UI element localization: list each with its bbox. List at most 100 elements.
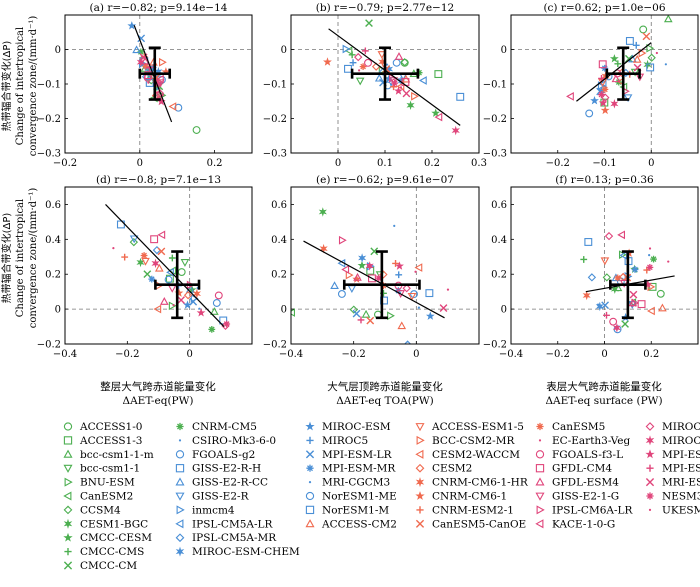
legend-label: CSIRO-Mk3-6-0 [192, 435, 276, 447]
point-csiro-mk3-6-0 [393, 224, 396, 228]
legend-label: MRI-CGCM3 [322, 477, 390, 489]
point-ipsl-cm5a-mr [587, 273, 597, 282]
point-noresm1-m [425, 289, 434, 298]
point-fgoals-f3-l [609, 317, 618, 326]
y-tick-label: 0 [281, 45, 287, 56]
point-cnrm-cm6-1-hr [582, 290, 591, 301]
point-canesm5 [142, 62, 150, 70]
legend-label: CESM1-BGC [80, 518, 148, 530]
legend-item: CMCC-CESM [63, 532, 152, 544]
legend-label: NESM3 [662, 491, 700, 503]
point-gfdl-cm4 [150, 235, 159, 244]
xlabel-en: ΔAET-eq surface (PW) [545, 395, 662, 407]
point-miroc-es2l [354, 52, 363, 62]
point-miroc-esm-chem [595, 301, 604, 312]
y-tick-label: −0.3 [483, 149, 507, 160]
point-ec-earth3-veg [112, 246, 115, 250]
legend-label: CanESM5 [552, 421, 605, 433]
point-ukesm1-0-ll [655, 51, 658, 55]
point-ukesm1-0-ll [667, 260, 670, 263]
legend-marker-x [415, 519, 425, 528]
ylabel-line-1: 热带辐合带变化(ΔP) [0, 41, 13, 132]
legend-marker-star5 [645, 449, 655, 459]
legend-marker-star5 [305, 421, 315, 431]
point-access-cm2 [154, 263, 164, 272]
point-bcc-csm2-mr [345, 270, 354, 280]
legend-marker-asterisk [306, 464, 314, 472]
y-tick-label: 0.2 [491, 270, 507, 281]
legend-label: CCSM4 [80, 504, 121, 516]
legend-marker-triangle-up [535, 477, 545, 486]
x-tick-label: 0.1 [377, 158, 393, 169]
point-mpi-esm1-2-hr [395, 261, 404, 270]
point-cnrm-esm2-1 [392, 260, 399, 267]
point-cesm2-waccm [168, 102, 177, 111]
point-fgoals-f3-l [364, 58, 372, 67]
legend-item: MPI-ESM-LR [305, 449, 393, 461]
legend-item: MIROC-ESM [305, 421, 391, 433]
point-gfdl-esm4 [394, 52, 404, 60]
legend-item: CESM2-WACCM [415, 449, 520, 461]
legend-item: GISS-E2-R-H [175, 463, 261, 475]
point-ccsm4 [129, 237, 139, 247]
point-access1-0 [656, 289, 665, 298]
x-tick-label: −0.2 [546, 158, 570, 169]
point-miroc6 [612, 323, 621, 333]
x-tick-label: 0.2 [643, 349, 659, 360]
point-ipsl-cm5a-lr [418, 76, 427, 85]
legend-label: MIROC6 [662, 435, 700, 447]
legend-label: UKESM1-0-LL [662, 504, 700, 516]
y-tick-label: 0 [501, 45, 507, 56]
legend-item: NESM3 [646, 491, 700, 503]
point-cnrm-cm6-1 [323, 57, 332, 66]
legend-label: IPSL-CM5A-MR [192, 532, 277, 544]
legend-item: ACCESS1-0 [63, 421, 142, 433]
point-giss-e2-r [129, 235, 139, 244]
legend-label: NorESM1-M [322, 504, 389, 516]
scatter-points [566, 15, 673, 118]
point-access1-3 [165, 274, 174, 283]
point-cmcc-cms [614, 60, 622, 68]
point-giss-e2-r-h [625, 36, 634, 45]
point-noresm1-me [174, 103, 183, 112]
xlabel-col-1: 整层大气跨赤道能量变化 ΔAET-eq(PW) [100, 380, 216, 407]
panel-title: (e) r=−0.62; p=9.61e−07 [316, 174, 454, 186]
panel-title: (b) r=−0.79; p=2.77e−12 [316, 2, 454, 14]
point-mri-cgcm3 [664, 63, 667, 66]
point-mpi-esm1-2-hr [394, 86, 403, 95]
legend-label: MIROC-ES2L [662, 421, 700, 433]
panel-f: −0.4 −0.2 0 0.2−0.200.20.40.6(f) r=0.13; p=… [483, 174, 699, 360]
point-mpi-esm-mr [631, 266, 639, 273]
regression-line [328, 28, 461, 126]
point-mri-cgcm3 [198, 307, 201, 310]
legend-item: MIROC-ESM-CHEM [175, 546, 300, 558]
point-mpi-esm-lr [601, 301, 610, 310]
point-kace-1-0-g [157, 230, 166, 240]
regression-line [105, 204, 225, 327]
legend-marker-triangle-up [305, 519, 315, 528]
x-tick-label: −0.4 [53, 349, 77, 360]
point-canesm5 [614, 274, 622, 282]
legend-label: BCC-CSM2-MR [432, 435, 515, 447]
point-access-cm2 [658, 303, 667, 312]
x-tick-label: −0.2 [115, 349, 139, 360]
point-nesm3 [155, 80, 163, 88]
legend-marker-square [535, 464, 545, 473]
legend-item: ACCESS-CM2 [305, 518, 397, 530]
y-tick-label: −0.3 [263, 149, 287, 160]
point-mpi-esm-mr [601, 64, 609, 72]
x-tick-label: −0.2 [546, 349, 570, 360]
point-miroc6 [365, 261, 374, 271]
legend-label: ACCESS-ESM1-5 [431, 421, 524, 433]
point-gfdl-cm4 [368, 274, 376, 283]
legend-label: MRI-ESM2-0 [662, 477, 700, 489]
legend-item: MPI-ESM1-2-LR [646, 463, 700, 475]
legend-item: EC-Earth3-Veg [538, 435, 630, 447]
point-gfdl-cm4 [144, 71, 153, 80]
point-canesm5 [359, 63, 367, 70]
legend-item: CNRM-CM6-1 [415, 491, 507, 503]
legend-label: GISS-E2-R [192, 491, 250, 503]
legend-item: CSIRO-Mk3-6-0 [178, 435, 276, 447]
legend-label: MPI-ESM-LR [322, 449, 393, 461]
legend-marker-asterisk [536, 422, 544, 431]
